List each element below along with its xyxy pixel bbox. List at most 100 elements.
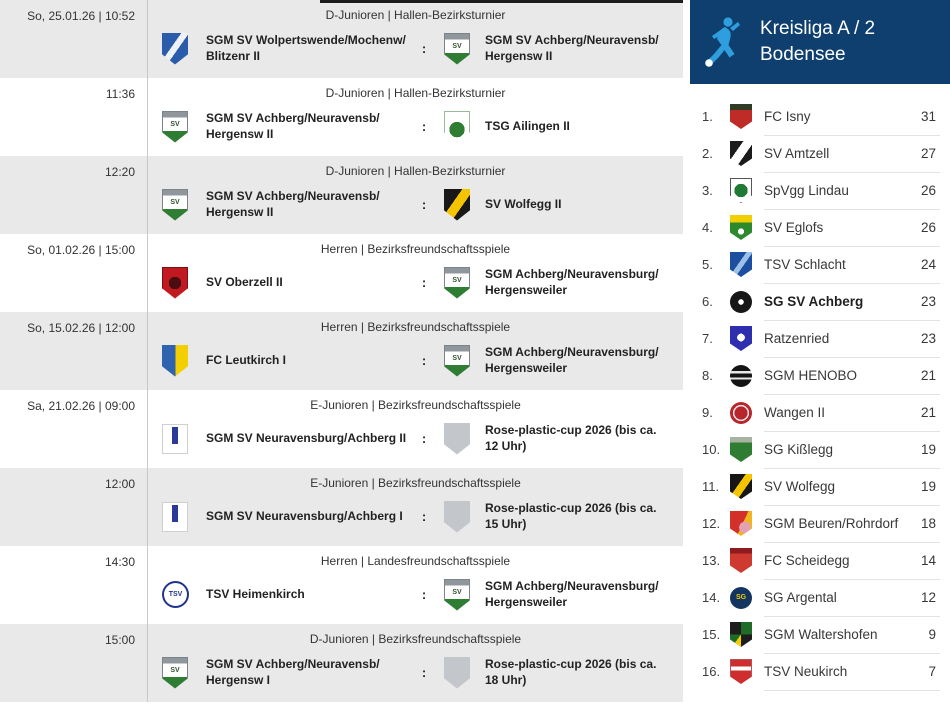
away-team-name: SGM Achberg/Neuravensburg/ Hergensweiler xyxy=(485,266,659,297)
club-name: SGM Waltershofen xyxy=(764,626,878,642)
standings-position: 1. xyxy=(702,109,713,124)
standings-position: 10. xyxy=(702,442,721,457)
club-name: Wangen II xyxy=(764,404,826,420)
club-name: Ratzenried xyxy=(764,330,830,346)
crest-initials: SG xyxy=(735,594,747,601)
league-title-line2: Bodensee xyxy=(760,44,846,65)
home-team-crest-icon xyxy=(162,344,188,377)
standings-row[interactable]: 12. SGM Beuren/Rohrdorf 18 xyxy=(702,505,940,543)
club-points: 12 xyxy=(920,589,936,605)
club-name: SV Amtzell xyxy=(764,145,830,161)
standings-position: 8. xyxy=(702,368,713,383)
fixture-row[interactable]: Sa, 21.02.26 | 09:00 E-Junioren | Bezirk… xyxy=(0,390,683,468)
club-points: 24 xyxy=(920,256,936,272)
away-team-name: Rose-plastic-cup 2026 (bis ca. 18 Uhr) xyxy=(485,656,657,687)
club-crest-icon xyxy=(730,401,752,424)
standings-position: 9. xyxy=(702,405,713,420)
standings-position: 5. xyxy=(702,257,713,272)
away-team-crest-icon xyxy=(444,110,470,143)
club-points: 21 xyxy=(920,367,936,383)
club-points: 21 xyxy=(920,404,936,420)
score-separator: : xyxy=(421,119,427,134)
standings-position: 15. xyxy=(702,627,721,642)
standings-row[interactable]: 4. SV Eglofs 26 xyxy=(702,209,940,247)
club-points: 23 xyxy=(920,293,936,309)
standings-row[interactable]: 10. SG Kißlegg 19 xyxy=(702,431,940,469)
away-team-crest-icon xyxy=(444,500,470,533)
club-crest-icon xyxy=(730,474,752,499)
away-team-crest-icon xyxy=(444,422,470,455)
fixture-row[interactable]: 12:00 E-Junioren | Bezirksfreundschaftss… xyxy=(0,468,683,546)
home-team-name: FC Leutkirch I xyxy=(206,352,287,367)
league-title-line1: Kreisliga A / 2 xyxy=(760,18,876,40)
club-name: SV Wolfegg xyxy=(764,478,836,494)
soccer-player-icon xyxy=(690,15,760,69)
score-separator: : xyxy=(421,275,427,290)
standings-row[interactable]: 3. SpVgg Lindau 26 xyxy=(702,172,940,210)
crest-initials: SV xyxy=(452,42,462,50)
club-name: SG Argental xyxy=(764,589,837,605)
standings-row[interactable]: 8. SGM HENOBO 21 xyxy=(702,357,940,395)
standings-position: 4. xyxy=(702,220,713,235)
club-points: 19 xyxy=(920,441,936,457)
home-team-crest-icon: SV xyxy=(162,110,188,143)
standings-row[interactable]: 13. FC Scheidegg 14 xyxy=(702,542,940,580)
standings-row[interactable]: 2. SV Amtzell 27 xyxy=(702,135,940,173)
fixture-row[interactable]: So, 01.02.26 | 15:00 Herren | Bezirksfre… xyxy=(0,234,683,312)
club-points: 26 xyxy=(920,182,936,198)
standings-row-own-club[interactable]: 6. SG SV Achberg 23 xyxy=(702,283,940,321)
score-separator: : xyxy=(421,587,427,602)
fixture-datetime: 12:20 xyxy=(0,156,148,234)
fixture-datetime: 12:00 xyxy=(0,468,148,546)
club-points: 14 xyxy=(920,552,936,568)
club-name: SG SV Achberg xyxy=(764,293,864,309)
score-separator: : xyxy=(421,431,427,446)
fixture-competition: E-Junioren | Bezirksfreundschaftsspiele xyxy=(310,398,521,412)
score-separator: : xyxy=(421,665,427,680)
home-team-name: SGM SV Achberg/Neuravensb/ Hergensw II xyxy=(206,110,380,141)
standings-position: 3. xyxy=(702,183,713,198)
fixture-row[interactable]: 14:30 Herren | Landesfreundschaftsspiele… xyxy=(0,546,683,624)
standings-row[interactable]: 9. Wangen II 21 xyxy=(702,394,940,432)
fixture-competition: D-Junioren | Hallen-Bezirksturnier xyxy=(325,8,506,22)
fixture-row[interactable]: 11:36 D-Junioren | Hallen-Bezirksturnier… xyxy=(0,78,683,156)
fixture-datetime: So, 01.02.26 | 15:00 xyxy=(0,234,148,312)
home-team-name: SGM SV Achberg/Neuravensb/ Hergensw II xyxy=(206,188,380,219)
club-crest-icon xyxy=(730,511,752,536)
club-crest-icon xyxy=(730,364,752,387)
away-team-name: SGM Achberg/Neuravensburg/ Hergensweiler xyxy=(485,344,659,375)
away-team-name: SGM SV Achberg/Neuravensb/ Hergensw II xyxy=(485,32,659,63)
standings-row[interactable]: 14. SG SG Argental 12 xyxy=(702,579,940,617)
fixture-datetime: 15:00 xyxy=(0,624,148,702)
away-team-crest-icon xyxy=(444,656,470,689)
standings-row[interactable]: 1. FC Isny 31 xyxy=(702,98,940,136)
club-name: SGM HENOBO xyxy=(764,367,858,383)
standings-row[interactable]: 15. SGM Waltershofen 9 xyxy=(702,616,940,654)
away-team-crest-icon xyxy=(444,188,470,221)
standings-row[interactable]: 7. Ratzenried 23 xyxy=(702,320,940,358)
standings-row[interactable]: 16. TSV Neukirch 7 xyxy=(702,653,940,691)
club-name: TSV Neukirch xyxy=(764,663,848,679)
home-team-name: SV Oberzell II xyxy=(206,274,283,289)
fixture-row[interactable]: So, 25.01.26 | 10:52 D-Junioren | Hallen… xyxy=(0,0,683,78)
home-team-name: TSV Heimenkirch xyxy=(206,586,305,601)
club-crest-icon xyxy=(730,290,752,313)
home-team-crest-icon xyxy=(162,32,188,65)
fixture-row[interactable]: 15:00 D-Junioren | Bezirksfreundschaftss… xyxy=(0,624,683,702)
fixture-row[interactable]: So, 15.02.26 | 12:00 Herren | Bezirksfre… xyxy=(0,312,683,390)
fixture-competition: Herren | Bezirksfreundschaftsspiele xyxy=(320,320,511,334)
home-team-crest-icon: TSV xyxy=(162,581,189,608)
club-points: 26 xyxy=(920,219,936,235)
crest-initials: SV xyxy=(452,276,462,284)
fixture-datetime: 14:30 xyxy=(0,546,148,624)
club-name: SV Eglofs xyxy=(764,219,824,235)
standings-position: 13. xyxy=(702,553,721,568)
standings-row[interactable]: 11. SV Wolfegg 19 xyxy=(702,468,940,506)
club-points: 19 xyxy=(920,478,936,494)
home-team-crest-icon: SV xyxy=(162,188,188,221)
club-crest-icon xyxy=(730,252,752,277)
standings-position: 12. xyxy=(702,516,721,531)
fixture-row[interactable]: 12:20 D-Junioren | Hallen-Bezirksturnier… xyxy=(0,156,683,234)
standings-row[interactable]: 5. TSV Schlacht 24 xyxy=(702,246,940,284)
